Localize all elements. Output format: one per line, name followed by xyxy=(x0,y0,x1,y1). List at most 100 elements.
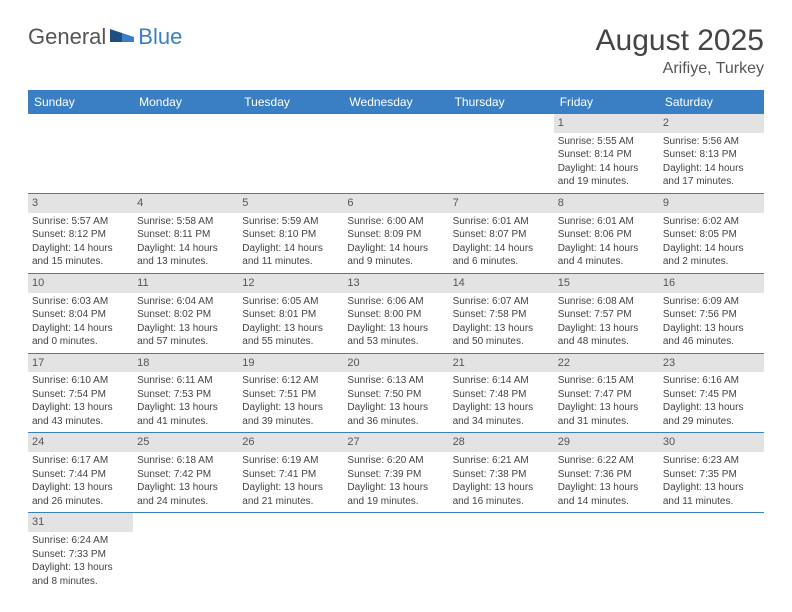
day-number: 11 xyxy=(133,274,238,293)
day-number: 17 xyxy=(28,354,133,373)
day-number: 30 xyxy=(659,433,764,452)
sunset-text: Sunset: 7:41 PM xyxy=(242,468,339,482)
sunset-text: Sunset: 7:39 PM xyxy=(347,468,444,482)
day-number: 14 xyxy=(449,274,554,293)
sunset-text: Sunset: 7:50 PM xyxy=(347,388,444,402)
calendar-cell: 26 Sunrise: 6:19 AMSunset: 7:41 PMDayligh… xyxy=(238,433,343,513)
sunrise-text: Sunrise: 6:15 AM xyxy=(558,374,655,388)
calendar-cell: 9Sunrise: 6:02 AMSunset: 8:05 PMDaylight… xyxy=(659,193,764,273)
calendar-row: 3Sunrise: 5:57 AMSunset: 8:12 PMDaylight… xyxy=(28,193,764,273)
sunrise-text: Sunrise: 6:02 AM xyxy=(663,215,760,229)
daylight-text: and 53 minutes. xyxy=(347,335,444,349)
sunrise-text: Sunrise: 6:14 AM xyxy=(453,374,550,388)
calendar-cell xyxy=(133,513,238,592)
sunset-text: Sunset: 7:56 PM xyxy=(663,308,760,322)
sunset-text: Sunset: 8:00 PM xyxy=(347,308,444,322)
sunset-text: Sunset: 8:01 PM xyxy=(242,308,339,322)
logo-text-1: General xyxy=(28,24,106,50)
sunrise-text: Sunrise: 6:05 AM xyxy=(242,295,339,309)
sunrise-text: Sunrise: 5:58 AM xyxy=(137,215,234,229)
day-header: Monday xyxy=(133,90,238,114)
day-number: 28 xyxy=(449,433,554,452)
daylight-text: and 19 minutes. xyxy=(558,175,655,189)
sunrise-text: Sunrise: 6:17 AM xyxy=(32,454,129,468)
daylight-text: Daylight: 13 hours xyxy=(242,481,339,495)
sunrise-text: Sunrise: 6:08 AM xyxy=(558,295,655,309)
logo: General Blue xyxy=(28,24,182,50)
day-header: Saturday xyxy=(659,90,764,114)
daylight-text: Daylight: 13 hours xyxy=(558,481,655,495)
daylight-text: Daylight: 13 hours xyxy=(32,561,129,575)
daylight-text: Daylight: 14 hours xyxy=(32,242,129,256)
sunset-text: Sunset: 8:06 PM xyxy=(558,228,655,242)
daylight-text: Daylight: 13 hours xyxy=(453,481,550,495)
sunrise-text: Sunrise: 6:20 AM xyxy=(347,454,444,468)
sunrise-text: Sunrise: 5:55 AM xyxy=(558,135,655,149)
calendar-cell xyxy=(238,114,343,193)
calendar-cell: 15Sunrise: 6:08 AMSunset: 7:57 PMDayligh… xyxy=(554,273,659,353)
daylight-text: and 17 minutes. xyxy=(663,175,760,189)
day-number: 23 xyxy=(659,354,764,373)
daylight-text: Daylight: 14 hours xyxy=(32,322,129,336)
calendar-cell: 28Sunrise: 6:21 AMSunset: 7:38 PMDayligh… xyxy=(449,433,554,513)
calendar-cell: 29Sunrise: 6:22 AMSunset: 7:36 PMDayligh… xyxy=(554,433,659,513)
day-number: 18 xyxy=(133,354,238,373)
daylight-text: and 19 minutes. xyxy=(347,495,444,509)
calendar-cell: 2Sunrise: 5:56 AMSunset: 8:13 PMDaylight… xyxy=(659,114,764,193)
daylight-text: and 15 minutes. xyxy=(32,255,129,269)
day-number: 26 xyxy=(238,433,343,452)
daylight-text: and 34 minutes. xyxy=(453,415,550,429)
calendar-cell xyxy=(449,513,554,592)
sunset-text: Sunset: 8:09 PM xyxy=(347,228,444,242)
daylight-text: Daylight: 13 hours xyxy=(242,401,339,415)
daylight-text: and 11 minutes. xyxy=(663,495,760,509)
calendar-cell: 8Sunrise: 6:01 AMSunset: 8:06 PMDaylight… xyxy=(554,193,659,273)
page-header: General Blue August 2025 Arifiye, Turkey xyxy=(28,24,764,78)
calendar-cell: 30Sunrise: 6:23 AMSunset: 7:35 PMDayligh… xyxy=(659,433,764,513)
sunset-text: Sunset: 8:02 PM xyxy=(137,308,234,322)
daylight-text: and 26 minutes. xyxy=(32,495,129,509)
daylight-text: Daylight: 13 hours xyxy=(242,322,339,336)
daylight-text: and 13 minutes. xyxy=(137,255,234,269)
calendar-cell xyxy=(28,114,133,193)
calendar-cell xyxy=(659,513,764,592)
calendar-cell: 16Sunrise: 6:09 AMSunset: 7:56 PMDayligh… xyxy=(659,273,764,353)
daylight-text: and 4 minutes. xyxy=(558,255,655,269)
calendar-cell: 31Sunrise: 6:24 AMSunset: 7:33 PMDayligh… xyxy=(28,513,133,592)
calendar-cell xyxy=(238,513,343,592)
daylight-text: and 46 minutes. xyxy=(663,335,760,349)
daylight-text: Daylight: 13 hours xyxy=(663,322,760,336)
sunrise-text: Sunrise: 6:07 AM xyxy=(453,295,550,309)
sunset-text: Sunset: 8:12 PM xyxy=(32,228,129,242)
calendar-cell: 6Sunrise: 6:00 AMSunset: 8:09 PMDaylight… xyxy=(343,193,448,273)
daylight-text: and 48 minutes. xyxy=(558,335,655,349)
sunset-text: Sunset: 7:44 PM xyxy=(32,468,129,482)
daylight-text: and 8 minutes. xyxy=(32,575,129,589)
daylight-text: Daylight: 13 hours xyxy=(453,401,550,415)
day-number: 27 xyxy=(343,433,448,452)
calendar-cell: 21Sunrise: 6:14 AMSunset: 7:48 PMDayligh… xyxy=(449,353,554,433)
sunset-text: Sunset: 8:11 PM xyxy=(137,228,234,242)
day-number: 19 xyxy=(238,354,343,373)
sunrise-text: Sunrise: 6:11 AM xyxy=(137,374,234,388)
sunset-text: Sunset: 7:54 PM xyxy=(32,388,129,402)
calendar-cell: 18Sunrise: 6:11 AMSunset: 7:53 PMDayligh… xyxy=(133,353,238,433)
sunset-text: Sunset: 7:47 PM xyxy=(558,388,655,402)
calendar-cell: 13Sunrise: 6:06 AMSunset: 8:00 PMDayligh… xyxy=(343,273,448,353)
day-number: 10 xyxy=(28,274,133,293)
day-number: 6 xyxy=(343,194,448,213)
sunrise-text: Sunrise: 6:13 AM xyxy=(347,374,444,388)
daylight-text: and 9 minutes. xyxy=(347,255,444,269)
day-number: 12 xyxy=(238,274,343,293)
sunrise-text: Sunrise: 6:24 AM xyxy=(32,534,129,548)
day-number: 9 xyxy=(659,194,764,213)
daylight-text: and 36 minutes. xyxy=(347,415,444,429)
calendar-row: 24Sunrise: 6:17 AMSunset: 7:44 PMDayligh… xyxy=(28,433,764,513)
calendar-cell xyxy=(554,513,659,592)
sunrise-text: Sunrise: 6:00 AM xyxy=(347,215,444,229)
day-number: 1 xyxy=(554,114,659,133)
calendar-cell: 4Sunrise: 5:58 AMSunset: 8:11 PMDaylight… xyxy=(133,193,238,273)
sunset-text: Sunset: 7:58 PM xyxy=(453,308,550,322)
sunrise-text: Sunrise: 6:19 AM xyxy=(242,454,339,468)
calendar-cell: 17Sunrise: 6:10 AMSunset: 7:54 PMDayligh… xyxy=(28,353,133,433)
